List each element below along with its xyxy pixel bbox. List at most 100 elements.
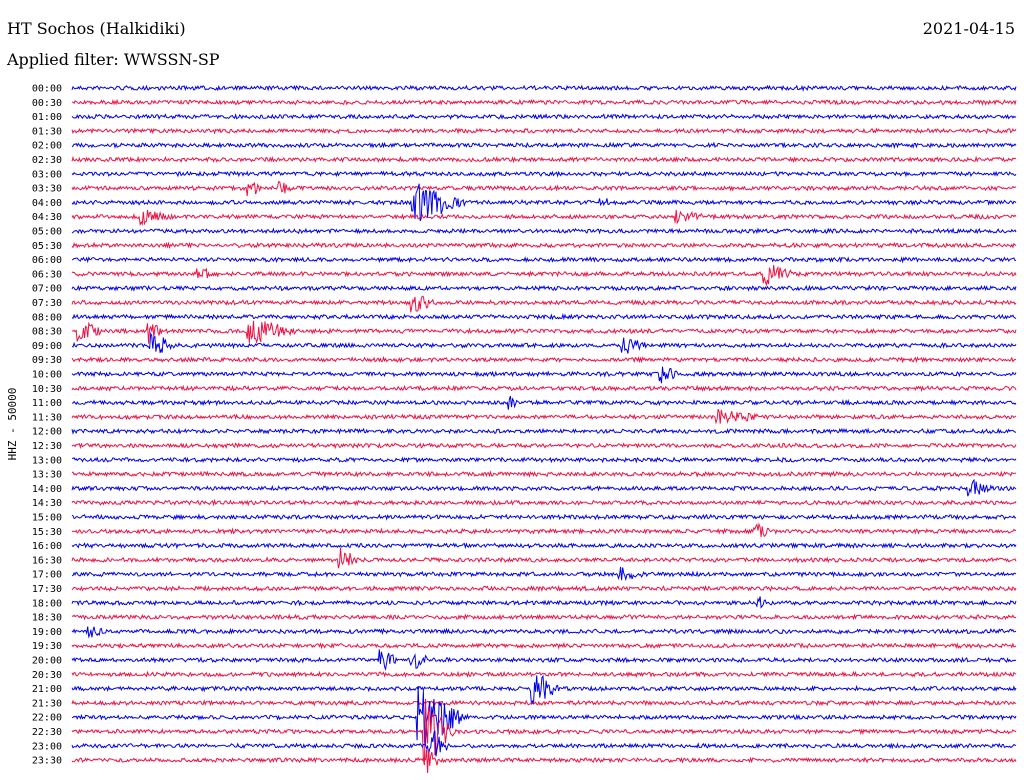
trace-row-0830 <box>71 320 1017 345</box>
trace-row-1200 <box>71 427 1017 435</box>
row-time-label: 03:00 <box>32 169 62 180</box>
row-time-label: 05:00 <box>32 227 62 238</box>
trace-row-0100 <box>71 113 1017 121</box>
row-time-label: 23:30 <box>32 756 62 767</box>
trace-row-2000 <box>71 649 1017 671</box>
row-time-label: 07:30 <box>32 298 62 309</box>
trace-row-2030 <box>71 670 1017 679</box>
row-time-label: 16:30 <box>32 555 62 566</box>
y-axis-label: HHZ - 50000 <box>6 388 19 461</box>
row-time-label: 13:00 <box>32 455 62 466</box>
trace-row-1430 <box>71 498 1017 507</box>
trace-row-2200 <box>71 685 1017 745</box>
row-time-label: 14:30 <box>32 498 62 509</box>
row-time-label: 07:00 <box>32 284 62 295</box>
row-time-label: 11:30 <box>32 412 62 423</box>
trace-row-2330 <box>71 749 1017 774</box>
row-time-label: 17:30 <box>32 584 62 595</box>
trace-group <box>71 84 1017 774</box>
trace-row-0130 <box>71 127 1017 135</box>
row-time-label: 22:30 <box>32 727 62 738</box>
trace-row-0600 <box>71 256 1017 264</box>
trace-row-0300 <box>71 170 1017 178</box>
row-time-label: 14:00 <box>32 484 62 495</box>
row-time-label: 02:30 <box>32 155 62 166</box>
row-time-label: 04:00 <box>32 198 62 209</box>
row-time-label: 23:00 <box>32 741 62 752</box>
trace-row-1300 <box>71 456 1017 464</box>
trace-row-0230 <box>71 155 1017 164</box>
trace-row-0800 <box>71 312 1017 321</box>
row-time-label: 06:00 <box>32 255 62 266</box>
trace-row-1630 <box>71 547 1017 569</box>
row-time-label: 04:30 <box>32 212 62 223</box>
row-time-label: 15:30 <box>32 527 62 538</box>
row-time-label: 00:30 <box>32 98 62 109</box>
row-time-label: 15:00 <box>32 513 62 524</box>
row-time-label: 01:00 <box>32 112 62 123</box>
trace-row-0900 <box>71 331 1017 354</box>
row-time-label: 21:00 <box>32 684 62 695</box>
row-time-label: 19:30 <box>32 641 62 652</box>
trace-row-1500 <box>71 513 1017 521</box>
trace-row-1100 <box>71 395 1017 410</box>
trace-row-0330 <box>71 181 1017 196</box>
row-time-label: 03:30 <box>32 184 62 195</box>
trace-row-0500 <box>71 227 1017 235</box>
row-time-label: 02:00 <box>32 141 62 152</box>
row-time-label: 13:30 <box>32 470 62 481</box>
row-time-label: 12:00 <box>32 427 62 438</box>
trace-row-1700 <box>71 566 1017 582</box>
row-time-label: 06:30 <box>32 269 62 280</box>
trace-row-1800 <box>71 596 1017 609</box>
trace-row-0730 <box>71 295 1017 313</box>
trace-row-0530 <box>71 241 1017 249</box>
row-time-label: 22:00 <box>32 713 62 724</box>
trace-row-1930 <box>71 641 1017 650</box>
row-time-label: 09:30 <box>32 355 62 366</box>
filter-label: Applied filter: WWSSN-SP <box>7 50 220 69</box>
trace-row-0700 <box>71 284 1017 292</box>
row-time-label: 08:30 <box>32 327 62 338</box>
row-time-label: 21:30 <box>32 698 62 709</box>
row-time-label: 10:00 <box>32 370 62 381</box>
row-time-label: 18:00 <box>32 598 62 609</box>
trace-row-1600 <box>71 541 1017 550</box>
row-time-label: 09:00 <box>32 341 62 352</box>
plot-date: 2021-04-15 <box>922 19 1015 38</box>
row-time-label: 20:30 <box>32 670 62 681</box>
trace-row-1000 <box>71 366 1017 384</box>
row-time-label: 11:00 <box>32 398 62 409</box>
row-time-label: 12:30 <box>32 441 62 452</box>
trace-row-1330 <box>71 470 1017 478</box>
trace-row-1830 <box>71 613 1017 621</box>
time-label-group: 00:00 00:30 01:00 01:30 02:00 02:30 03:00 03:30… <box>32 84 62 767</box>
row-time-label: 20:00 <box>32 656 62 667</box>
station-title: HT Sochos (Halkidiki) <box>7 19 186 38</box>
trace-row-1230 <box>71 442 1017 450</box>
trace-row-0930 <box>71 355 1017 364</box>
trace-row-2100 <box>71 674 1017 706</box>
trace-row-1900 <box>71 626 1017 639</box>
row-time-label: 00:00 <box>32 84 62 95</box>
trace-row-0030 <box>71 98 1017 106</box>
row-time-label: 16:00 <box>32 541 62 552</box>
trace-row-1730 <box>71 584 1017 593</box>
row-time-label: 18:30 <box>32 613 62 624</box>
row-time-label: 19:00 <box>32 627 62 638</box>
trace-row-1530 <box>71 522 1017 538</box>
trace-row-0200 <box>71 141 1017 150</box>
trace-row-2300 <box>71 730 1017 757</box>
row-time-label: 05:30 <box>32 241 62 252</box>
row-time-label: 10:30 <box>32 384 62 395</box>
trace-row-2230 <box>71 698 1017 766</box>
trace-row-0630 <box>71 264 1017 287</box>
trace-row-1130 <box>71 409 1017 425</box>
trace-row-0400 <box>71 183 1017 222</box>
trace-row-0430 <box>71 209 1017 227</box>
trace-row-0000 <box>71 84 1017 92</box>
row-time-label: 17:00 <box>32 570 62 581</box>
row-time-label: 08:00 <box>32 312 62 323</box>
trace-row-1030 <box>71 384 1017 393</box>
